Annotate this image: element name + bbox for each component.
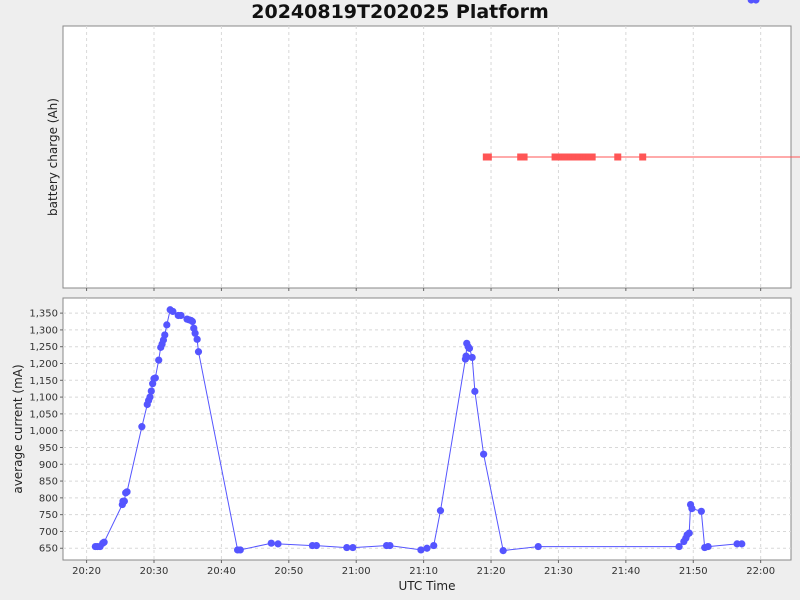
data-point bbox=[704, 542, 712, 551]
data-point bbox=[534, 542, 542, 551]
y-axis-label: battery charge (Ah) bbox=[46, 98, 60, 216]
x-tick-label: 21:00 bbox=[342, 566, 371, 577]
y-tick-label: 800 bbox=[39, 493, 58, 504]
plot-area bbox=[62, 297, 792, 561]
data-point bbox=[147, 387, 155, 395]
data-point bbox=[520, 153, 528, 161]
data-point bbox=[194, 348, 203, 356]
x-tick-label: 20:40 bbox=[207, 566, 236, 577]
data-point bbox=[188, 317, 197, 326]
y-tick-label: 1,200 bbox=[29, 359, 58, 370]
data-point bbox=[752, 0, 760, 4]
data-point bbox=[177, 311, 185, 320]
data-point bbox=[163, 321, 171, 329]
data-point bbox=[471, 387, 479, 395]
data-point bbox=[386, 541, 394, 550]
data-point bbox=[675, 542, 683, 551]
data-point bbox=[588, 153, 596, 161]
data-point bbox=[423, 544, 431, 552]
data-point bbox=[123, 488, 131, 496]
data-point bbox=[436, 507, 445, 515]
average-current-plot: 650 700 750 800 850 900 950 1,000 1,050 1,100 1,15… bbox=[11, 0, 792, 593]
y-tick-label: 1,150 bbox=[29, 376, 58, 387]
x-tick-label: 21:50 bbox=[679, 566, 708, 577]
data-point bbox=[614, 153, 622, 161]
x-tick-label: 20:30 bbox=[140, 566, 169, 577]
y-tick-label: 1,100 bbox=[29, 393, 58, 404]
data-point bbox=[499, 546, 507, 555]
y-tick-label: 750 bbox=[39, 510, 58, 521]
data-point bbox=[465, 344, 474, 352]
x-tick-label: 21:20 bbox=[477, 566, 506, 577]
y-tick-label: 1,350 bbox=[29, 309, 58, 320]
data-point bbox=[571, 153, 579, 161]
data-point bbox=[169, 307, 177, 316]
chart-title: 20240819T202025 Platform bbox=[251, 1, 549, 23]
y-tick-label: 700 bbox=[39, 527, 58, 538]
data-point bbox=[267, 539, 275, 547]
y-tick-label: 650 bbox=[39, 544, 58, 555]
data-point bbox=[688, 505, 696, 513]
y-tick-label: 1,300 bbox=[29, 325, 58, 336]
data-point bbox=[417, 546, 425, 554]
data-point bbox=[312, 541, 321, 550]
data-point bbox=[193, 335, 201, 343]
data-point bbox=[484, 153, 492, 161]
x-tick-label: 20:50 bbox=[274, 566, 303, 577]
data-point bbox=[146, 393, 154, 401]
data-point bbox=[138, 423, 146, 431]
data-point bbox=[430, 541, 438, 550]
y-tick-label: 1,000 bbox=[29, 426, 58, 437]
y-tick-label: 1,050 bbox=[29, 409, 58, 420]
data-point bbox=[191, 329, 199, 337]
data-point bbox=[155, 356, 163, 364]
data-point bbox=[151, 374, 159, 382]
data-point bbox=[480, 450, 488, 458]
y-tick-label: 950 bbox=[39, 443, 58, 454]
data-point bbox=[685, 529, 693, 537]
data-point bbox=[120, 497, 128, 505]
data-point bbox=[236, 546, 244, 554]
x-tick-label: 21:40 bbox=[611, 566, 640, 577]
data-point bbox=[639, 153, 647, 161]
data-point bbox=[738, 540, 746, 548]
data-point bbox=[161, 331, 169, 339]
x-tick-label: 21:10 bbox=[409, 566, 438, 577]
y-axis-label: average current (mA) bbox=[11, 364, 25, 493]
data-point bbox=[274, 540, 282, 548]
y-tick-label: 900 bbox=[39, 460, 58, 471]
data-point bbox=[462, 352, 470, 360]
data-point bbox=[100, 538, 108, 546]
data-point bbox=[468, 353, 476, 362]
x-tick-label: 21:30 bbox=[544, 566, 573, 577]
data-point bbox=[697, 507, 705, 515]
battery-charge-plot: battery charge (Ah) bbox=[46, 25, 800, 291]
data-point bbox=[349, 543, 357, 552]
x-tick-label: 20:20 bbox=[72, 566, 101, 577]
x-axis-label: UTC Time bbox=[399, 579, 456, 593]
x-tick-label: 22:00 bbox=[746, 566, 775, 577]
data-point bbox=[343, 543, 351, 552]
y-tick-label: 1,250 bbox=[29, 342, 58, 353]
y-tick-label: 850 bbox=[39, 477, 58, 488]
